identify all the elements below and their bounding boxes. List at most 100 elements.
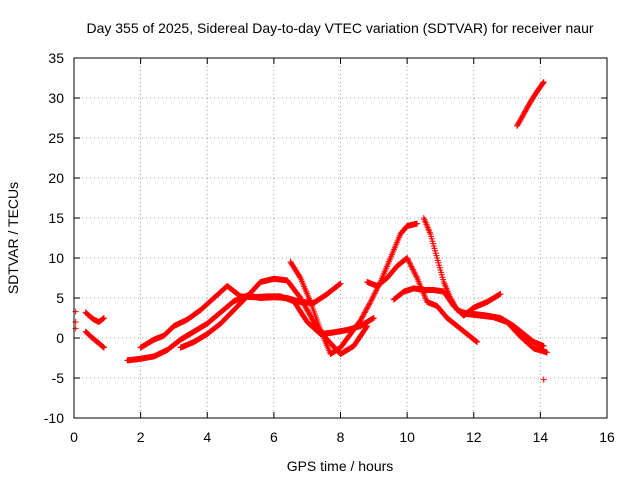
x-tick-label: 14 (533, 429, 549, 445)
data-point (306, 311, 313, 318)
data-point (365, 302, 372, 309)
data-point (368, 297, 375, 304)
series-track-6 (177, 275, 371, 357)
data-point (358, 314, 365, 321)
x-axis-label: GPS time / hours (287, 458, 394, 474)
data-point (371, 291, 378, 298)
data-point (357, 317, 364, 324)
data-point (411, 269, 418, 276)
data-point (370, 315, 377, 321)
x-tick-label: 4 (203, 429, 211, 445)
data-point (360, 312, 367, 319)
data-point (540, 79, 547, 85)
x-tick-label: 8 (337, 429, 345, 445)
data-point (406, 259, 413, 266)
data-point (371, 290, 378, 297)
data-point (363, 324, 370, 331)
series-track-2 (82, 328, 107, 351)
data-point (414, 220, 421, 227)
data-point (363, 306, 370, 313)
series-track-3 (72, 308, 79, 332)
data-point (359, 313, 366, 320)
data-point (100, 315, 107, 321)
data-point (370, 293, 377, 300)
data-point (301, 302, 308, 309)
x-tick-label: 10 (399, 429, 415, 445)
data-point (300, 300, 307, 307)
data-point (407, 262, 414, 269)
data-point (408, 263, 415, 270)
data-point (474, 339, 481, 345)
series-track-1 (82, 309, 107, 325)
data-point (411, 270, 418, 277)
data-point (309, 316, 316, 323)
data-point (297, 295, 304, 301)
y-tick-label: 35 (48, 50, 64, 66)
data-point (413, 273, 420, 280)
data-point (304, 307, 311, 314)
data-point (337, 280, 344, 287)
data-point (305, 308, 312, 315)
y-axis-label: SDTVAR / TECUs (5, 182, 21, 294)
series-track-10 (420, 215, 551, 356)
axis-ticks: 0 2 4 6 8 10 12 14 16 -10 -5 0 5 10 15 20 25 30 35 (44, 50, 615, 445)
data-point (336, 281, 343, 288)
data-point (302, 303, 309, 310)
y-tick-label: 15 (48, 210, 64, 226)
data-point (303, 305, 310, 312)
y-tick-label: 0 (56, 330, 64, 346)
data-point (364, 323, 371, 329)
data-point (301, 301, 308, 308)
y-tick-label: 20 (48, 170, 64, 186)
data-point (299, 298, 306, 305)
data-point (369, 294, 376, 301)
data-point (412, 272, 419, 279)
data-point (298, 297, 305, 304)
x-tick-label: 2 (137, 429, 145, 445)
series-track-8 (364, 255, 481, 345)
data-point (336, 281, 343, 288)
data-point (100, 315, 107, 322)
data-point (368, 296, 375, 303)
data-point (307, 312, 314, 319)
x-tick-label: 0 (70, 429, 78, 445)
data-point (358, 316, 365, 323)
data-point (544, 349, 551, 356)
series-track-13 (540, 376, 547, 383)
grid-lines (74, 58, 607, 418)
y-tick-label: -5 (52, 370, 65, 386)
data-point (473, 338, 480, 345)
data-points (72, 79, 551, 383)
data-point (404, 256, 411, 263)
data-point (100, 344, 107, 351)
data-point (472, 337, 479, 344)
data-point (308, 313, 315, 320)
y-tick-label: 25 (48, 130, 64, 146)
y-tick-label: 30 (48, 90, 64, 106)
data-point (361, 309, 368, 316)
y-tick-label: 5 (56, 290, 64, 306)
data-point (372, 289, 379, 295)
series-track-12 (514, 79, 547, 129)
data-point (361, 310, 368, 317)
y-tick-label: -10 (44, 410, 64, 426)
data-point (100, 344, 107, 351)
x-tick-label: 6 (270, 429, 278, 445)
data-point (405, 257, 412, 264)
chart-title: Day 355 of 2025, Sidereal Day-to-day VTE… (86, 20, 593, 36)
series-track-5 (137, 283, 377, 351)
data-point (366, 301, 373, 308)
data-point (404, 255, 411, 261)
data-point (298, 296, 305, 303)
data-point (362, 308, 369, 315)
data-point (410, 267, 417, 274)
data-point (406, 260, 413, 267)
data-point (99, 316, 106, 323)
plot-frame (73, 57, 608, 419)
data-point (305, 310, 312, 317)
x-tick-label: 12 (466, 429, 482, 445)
series-track-7 (287, 220, 421, 357)
data-point (540, 79, 547, 86)
data-point (99, 343, 106, 350)
